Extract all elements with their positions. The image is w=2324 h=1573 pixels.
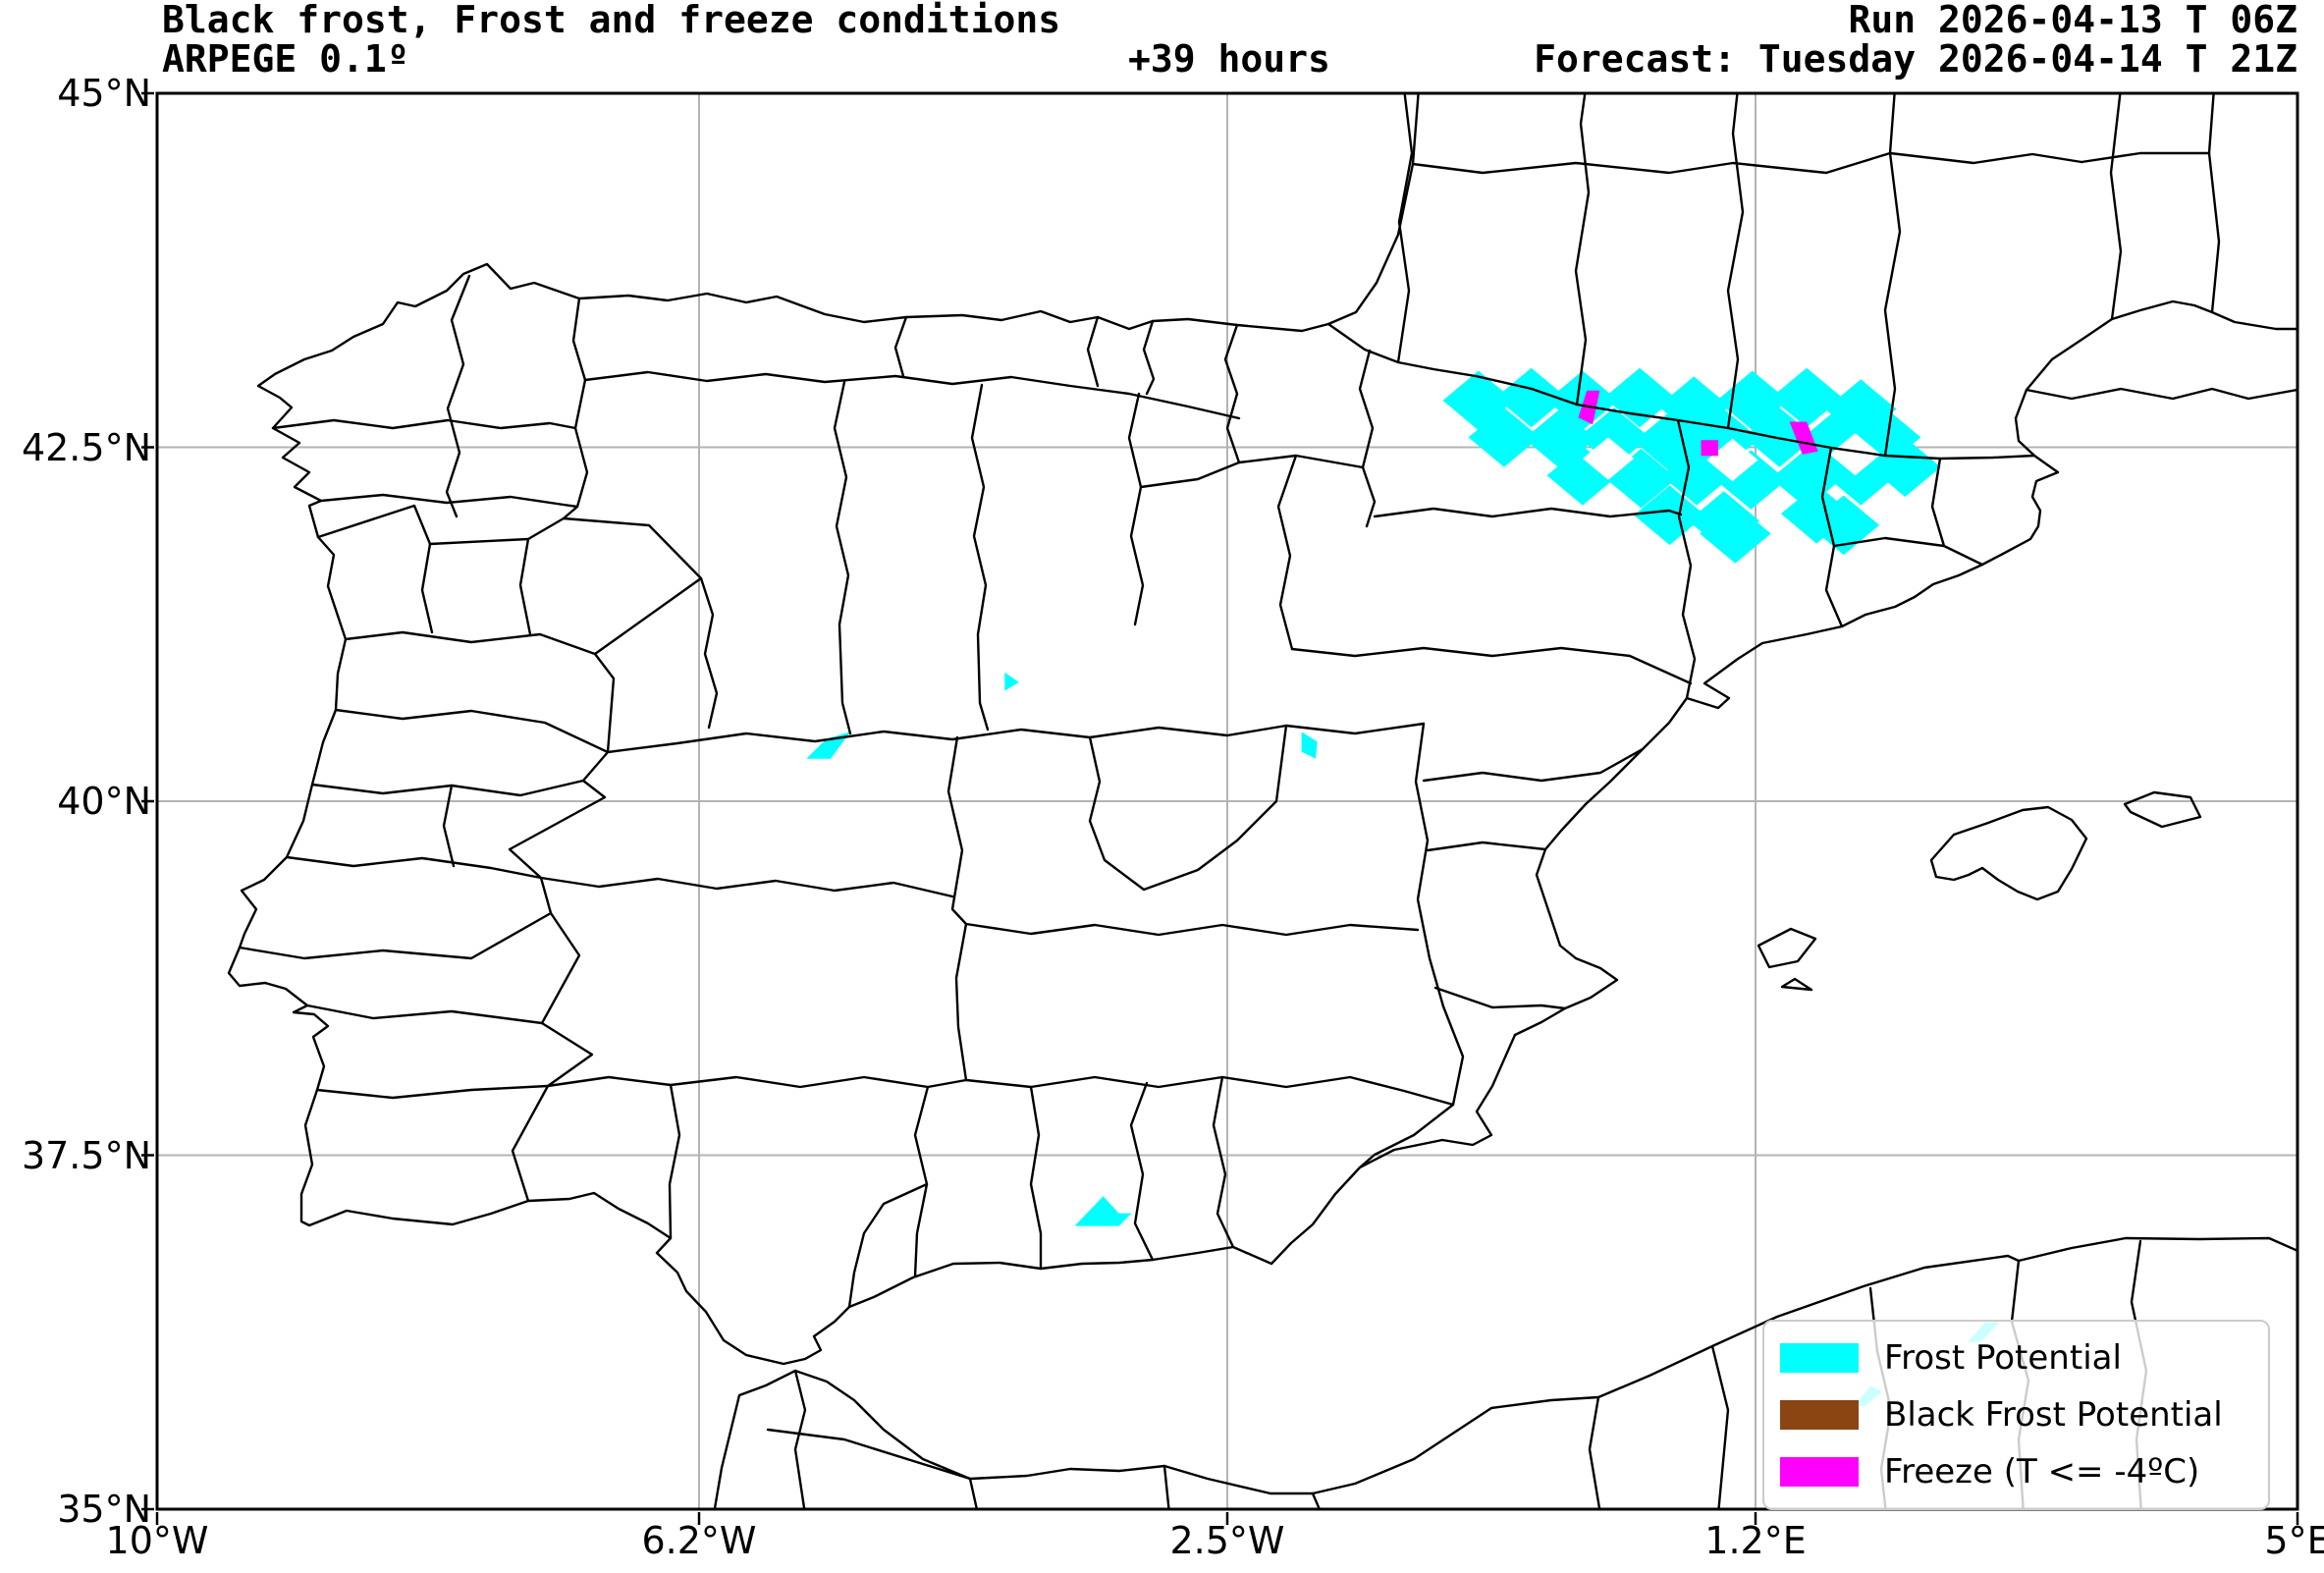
- legend-label-frost: Frost Potential: [1884, 1338, 2122, 1378]
- island-formentera: [1780, 977, 1813, 992]
- province-borders-spain: [271, 274, 1984, 1309]
- gridlines: [157, 93, 2297, 1509]
- legend-row-freeze: Freeze (T <= -4ºC): [1764, 1443, 2268, 1500]
- map-legend: Frost Potential Black Frost Potential Fr…: [1762, 1320, 2270, 1510]
- island-mallorca: [1929, 805, 2088, 901]
- legend-row-black-frost: Black Frost Potential: [1764, 1386, 2268, 1443]
- lead-time-label: +39 hours: [1128, 37, 1330, 81]
- island-menorca: [2123, 790, 2202, 829]
- lon-tick-6-2w: 6.2°W: [641, 1519, 757, 1562]
- legend-row-frost: Frost Potential: [1764, 1329, 2268, 1386]
- black-frost-potential-swatch: [1780, 1400, 1859, 1430]
- department-borders-france: [1396, 93, 2297, 458]
- lon-tick-2-5w: 2.5°W: [1169, 1519, 1285, 1562]
- lat-tick-40n: 40°N: [57, 780, 151, 823]
- lon-tick-5e: 5°E: [2264, 1519, 2324, 1562]
- axis-ticks: [141, 91, 2299, 1525]
- lat-tick-37-5n: 37.5°N: [21, 1134, 151, 1177]
- run-label: Run 2026-04-13 T 06Z: [1848, 0, 2297, 41]
- island-ibiza: [1757, 927, 1817, 969]
- page-title: Black frost, Frost and freeze conditions: [162, 0, 1061, 41]
- coastline-africa: [713, 1236, 2297, 1509]
- lat-tick-35n: 35°N: [57, 1488, 151, 1531]
- forecast-label: Forecast: Tuesday 2026-04-14 T 21Z: [1534, 37, 2297, 81]
- frost-potential-swatch: [1780, 1343, 1859, 1373]
- district-borders-portugal: [238, 537, 610, 1100]
- freeze-swatch: [1780, 1457, 1859, 1487]
- lon-tick-1-2e: 1.2°E: [1704, 1519, 1807, 1562]
- map-frame: [155, 91, 2299, 1511]
- lat-tick-45n: 45°N: [57, 72, 151, 115]
- model-label: ARPEGE 0.1º: [162, 37, 409, 81]
- lat-tick-42-5n: 42.5°N: [21, 426, 151, 469]
- legend-label-freeze: Freeze (T <= -4ºC): [1884, 1452, 2200, 1492]
- coastlines-and-borders: [227, 93, 2297, 1509]
- border-pyrenees: [1326, 322, 2036, 461]
- lon-tick-10w: 10°W: [105, 1519, 209, 1562]
- frost-overlay-layer: [806, 367, 2000, 1406]
- legend-label-black-frost: Black Frost Potential: [1884, 1395, 2223, 1435]
- coastline-iberia-france: [227, 93, 2297, 1366]
